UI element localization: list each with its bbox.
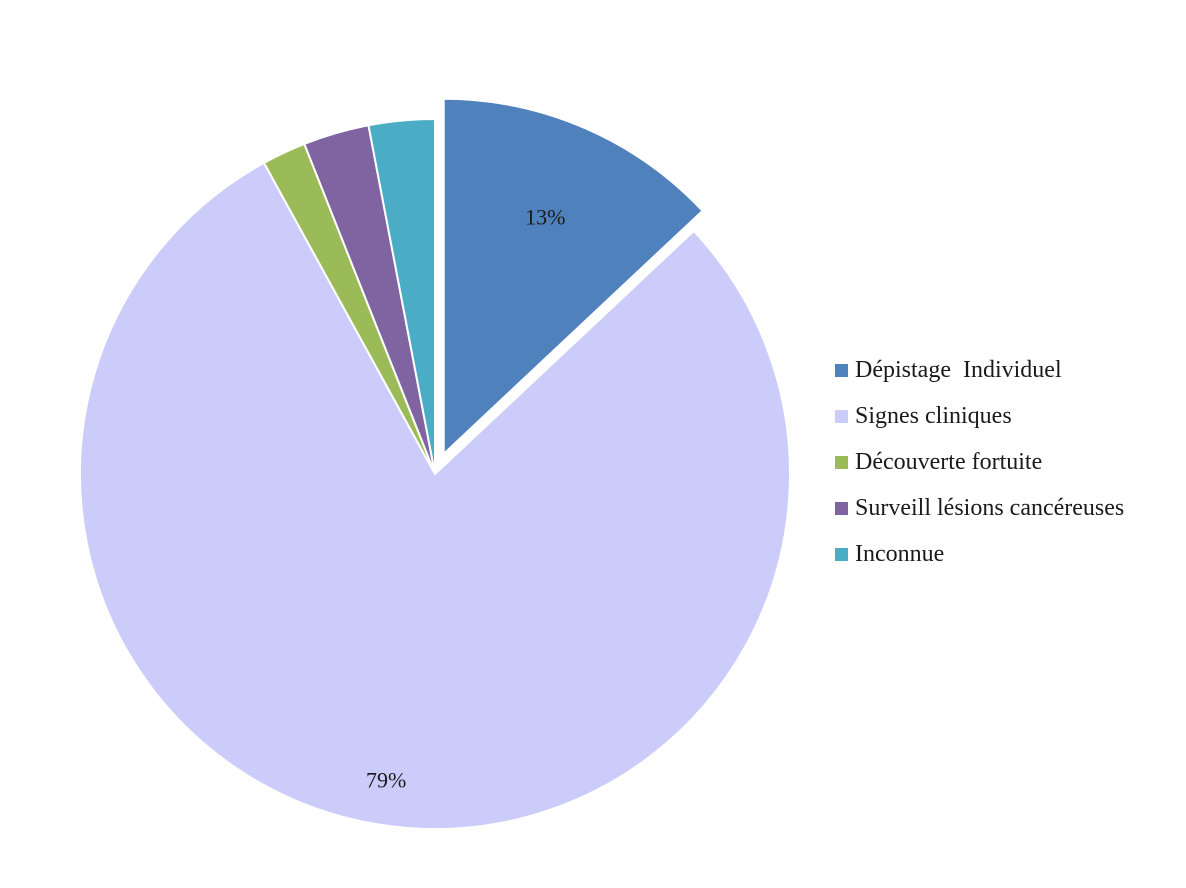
legend-item: Signes cliniques [835,393,1124,439]
legend-label: Dépistage Individuel [855,356,1062,383]
legend-label: Surveill lésions cancéreuses [855,494,1125,521]
legend-label: Inconnue [855,540,945,567]
legend-item: Surveill lésions cancéreuses [835,485,1124,531]
pie-slice-2 [79,161,791,830]
legend-swatch [835,363,848,377]
legend-swatch [835,455,848,469]
chart-legend: Dépistage Individuel Signes cliniques Déco… [835,347,1124,577]
legend-swatch [835,501,848,515]
legend-label: Découverte fortuite [855,448,1043,475]
legend-swatch [835,409,848,423]
legend-item: Découverte fortuite [835,439,1124,485]
legend-item: Inconnue [835,531,1124,577]
legend-label: Signes cliniques [855,402,1012,429]
data-label-1: 13% [525,204,565,229]
data-label-2: 79% [366,768,406,793]
legend-swatch [835,547,848,561]
pie-slice-1 [442,97,704,457]
legend-item: Dépistage Individuel [835,347,1124,393]
pie-slice-5 [367,117,436,475]
